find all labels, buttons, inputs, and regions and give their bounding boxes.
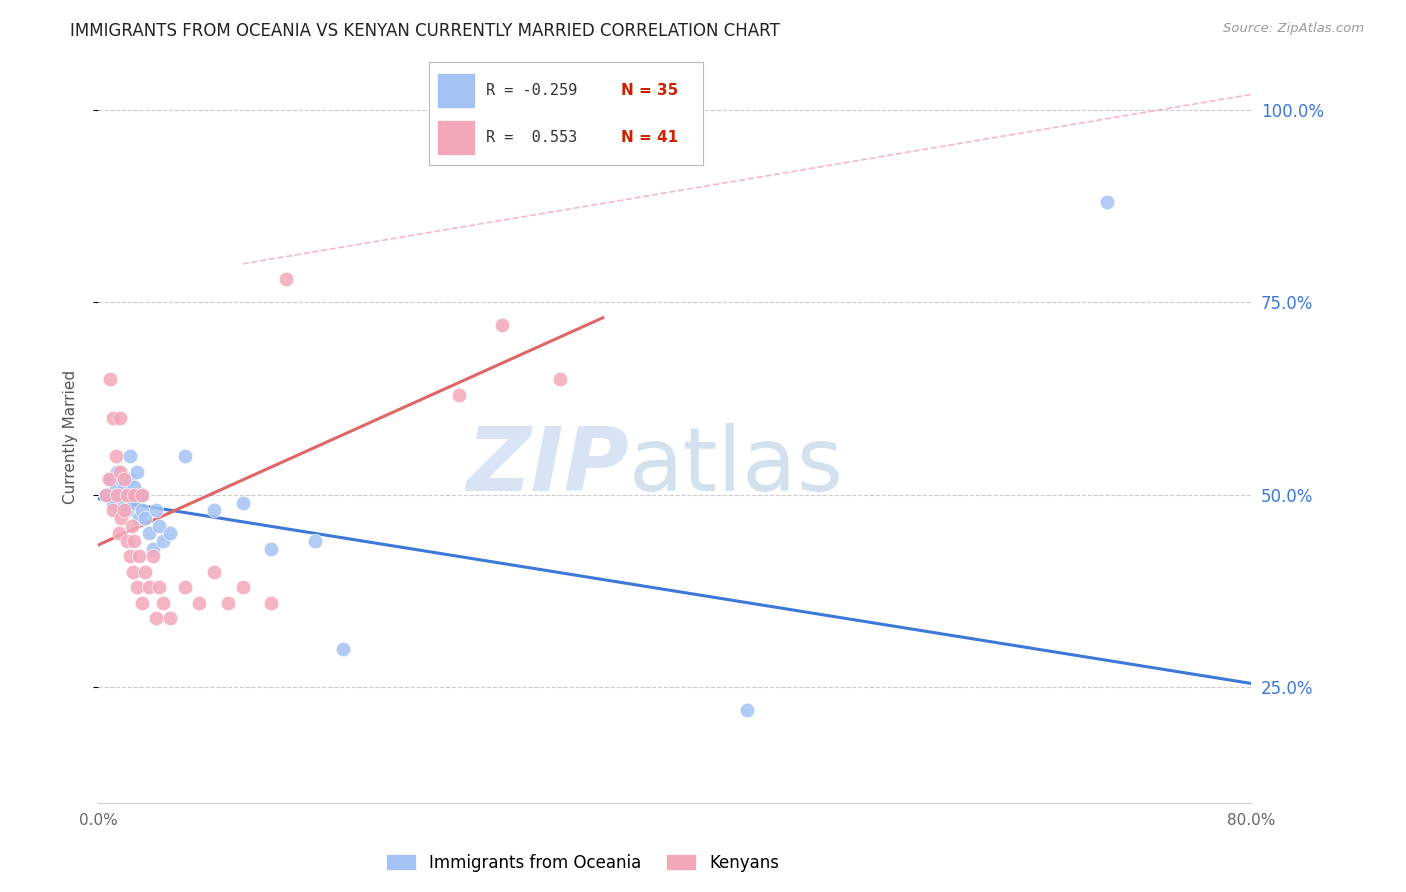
Point [112,480,135,494]
Point [304,534,326,549]
Point [108,503,131,517]
Text: R = -0.259: R = -0.259 [486,83,578,97]
Point [152,596,174,610]
Point [107,526,129,541]
Text: Source: ZipAtlas.com: Source: ZipAtlas.com [1223,22,1364,36]
Point [104,450,127,464]
Point [134,565,156,579]
Point [120,472,142,486]
Point [94,488,117,502]
Point [121,518,143,533]
Point [110,511,132,525]
Point [447,388,470,402]
Text: N = 41: N = 41 [621,130,678,145]
Point [142,541,165,556]
Point [131,596,153,610]
Point [124,534,146,549]
Legend: Immigrants from Oceania, Kenyans: Immigrants from Oceania, Kenyans [380,847,786,879]
Text: IMMIGRANTS FROM OCEANIA VS KENYAN CURRENTLY MARRIED CORRELATION CHART: IMMIGRANTS FROM OCEANIA VS KENYAN CURREN… [70,22,780,40]
Point [491,318,513,333]
Point [122,565,145,579]
Point [735,703,758,717]
Point [217,596,239,610]
Point [124,488,146,502]
Point [105,465,128,479]
Point [112,495,135,509]
Point [332,641,354,656]
Point [112,503,135,517]
Point [110,472,132,486]
Point [112,472,135,486]
Point [117,534,139,549]
Point [145,503,167,517]
Point [105,488,128,502]
Point [188,596,211,610]
Point [231,580,254,594]
Point [131,488,153,502]
Point [202,503,225,517]
Point [152,534,174,549]
Point [94,488,117,502]
Point [101,410,124,425]
Point [202,565,225,579]
Y-axis label: Currently Married: Currently Married [63,370,77,504]
Point [131,503,153,517]
Point [260,541,283,556]
Point [117,488,139,502]
Point [1097,195,1119,210]
Point [260,596,283,610]
Text: N = 35: N = 35 [621,83,678,97]
Point [174,580,197,594]
Point [120,549,142,564]
Point [148,580,170,594]
Point [101,503,124,517]
Point [138,526,160,541]
Point [128,549,150,564]
Point [127,580,149,594]
Point [108,465,131,479]
Point [98,472,121,486]
Text: ZIP: ZIP [465,423,628,510]
Point [548,372,571,386]
Point [98,372,121,386]
Point [174,450,197,464]
Point [159,526,181,541]
Point [148,518,170,533]
Point [134,511,156,525]
Point [124,495,146,509]
Point [145,611,167,625]
Point [159,611,181,625]
Point [108,488,131,502]
Bar [437,120,475,155]
Point [138,580,160,594]
Point [97,472,120,486]
Point [231,495,254,509]
Text: atlas: atlas [628,423,844,510]
Point [120,450,142,464]
Point [117,488,139,502]
Point [131,488,153,502]
Bar [437,73,475,108]
Point [127,465,149,479]
Point [274,272,297,286]
Point [142,549,165,564]
Point [117,503,139,517]
Point [101,495,124,509]
Point [128,511,150,525]
Point [104,480,127,494]
Text: R =  0.553: R = 0.553 [486,130,578,145]
Point [124,480,146,494]
Point [108,410,131,425]
